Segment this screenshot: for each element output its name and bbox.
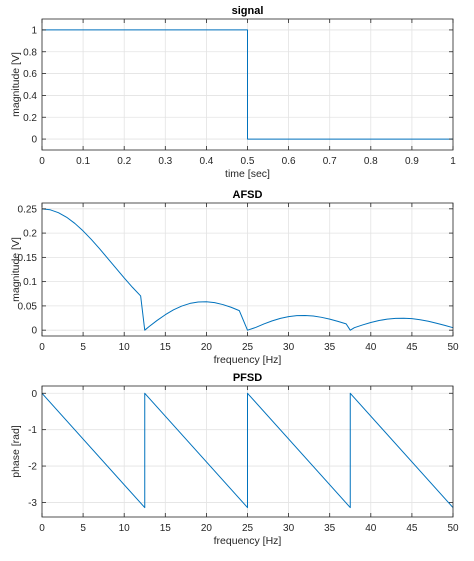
afsd-ytick-label: 0: [31, 326, 37, 337]
pfsd-plot-xlabel: frequency [Hz]: [214, 535, 282, 547]
signal-plot-xlabel: time [sec]: [225, 168, 270, 180]
afsd-xtick-label: 50: [447, 342, 459, 353]
pfsd-xtick-label: 5: [80, 523, 86, 534]
signal-xtick-label: 0.8: [364, 156, 378, 167]
pfsd-xtick-label: 15: [160, 523, 172, 534]
pfsd-xtick-label: 0: [39, 523, 45, 534]
pfsd-plot: PFSD frequency [Hz] phase [rad] 0 5 10 15 20…: [10, 372, 459, 547]
afsd-series-line: [41, 208, 454, 331]
signal-plot-title: signal: [232, 5, 264, 17]
signal-ytick-label: 0: [31, 135, 37, 146]
afsd-xtick-label: 5: [80, 342, 86, 353]
pfsd-xtick-label: 30: [283, 523, 295, 534]
afsd-ytick-label: 0.25: [18, 204, 38, 215]
signal-plot: signal time [sec] magnitude [V] 0 0.1 0.2 0…: [10, 5, 456, 180]
pfsd-xtick-label: 45: [406, 523, 418, 534]
signal-xtick-label: 0.5: [241, 156, 255, 167]
signal-xtick-label: 1: [450, 156, 456, 167]
pfsd-plot-title: PFSD: [233, 372, 262, 384]
pfsd-series-line: [41, 392, 454, 509]
pfsd-xtick-label: 50: [447, 523, 459, 534]
signal-xtick-label: 0.1: [76, 156, 90, 167]
signal-xtick-label: 0.9: [405, 156, 419, 167]
afsd-xtick-label: 40: [365, 342, 377, 353]
afsd-ytick-label: 0.1: [23, 277, 37, 288]
afsd-xtick-label: 35: [324, 342, 336, 353]
signal-xtick-label: 0.3: [158, 156, 172, 167]
pfsd-xtick-label: 35: [324, 523, 336, 534]
pfsd-ytick-label: -3: [28, 498, 37, 509]
signal-xtick-label: 0.7: [323, 156, 337, 167]
afsd-ytick-label: 0.15: [18, 253, 38, 264]
afsd-xtick-label: 20: [201, 342, 213, 353]
afsd-xtick-label: 45: [406, 342, 418, 353]
afsd-xtick-label: 15: [160, 342, 172, 353]
afsd-ytick-label: 0.05: [18, 301, 38, 312]
afsd-plot: AFSD frequency [Hz] magnitude [V] 0 5 10 15…: [10, 189, 459, 366]
signal-ytick-label: 0.6: [23, 69, 37, 80]
signal-ytick-label: 0.4: [23, 91, 37, 102]
pfsd-xtick-label: 20: [201, 523, 213, 534]
signal-xtick-label: 0.4: [199, 156, 213, 167]
pfsd-ytick-label: -2: [28, 462, 37, 473]
signal-ytick-label: 0.8: [23, 47, 37, 58]
pfsd-xtick-label: 10: [119, 523, 131, 534]
signal-ytick-label: 1: [31, 25, 37, 36]
pfsd-ytick-label: -1: [28, 425, 37, 436]
afsd-xtick-label: 25: [242, 342, 254, 353]
afsd-plot-ylabel: magnitude [V]: [10, 237, 22, 302]
pfsd-xtick-label: 25: [242, 523, 254, 534]
afsd-plot-xlabel: frequency [Hz]: [214, 354, 282, 366]
afsd-ytick-label: 0.2: [23, 229, 37, 240]
signal-ytick-label: 0.2: [23, 113, 37, 124]
pfsd-xtick-label: 40: [365, 523, 377, 534]
afsd-plot-title: AFSD: [233, 189, 263, 201]
pfsd-ytick-label: 0: [31, 389, 37, 400]
afsd-xtick-label: 10: [119, 342, 131, 353]
signal-xtick-label: 0.6: [282, 156, 296, 167]
signal-plot-ylabel: magnitude [V]: [10, 52, 22, 117]
pfsd-plot-ylabel: phase [rad]: [10, 425, 22, 478]
afsd-xtick-label: 30: [283, 342, 295, 353]
signal-xtick-label: 0: [39, 156, 45, 167]
afsd-xtick-label: 0: [39, 342, 45, 353]
signal-series-line: [42, 29, 453, 140]
signal-xtick-label: 0.2: [117, 156, 131, 167]
